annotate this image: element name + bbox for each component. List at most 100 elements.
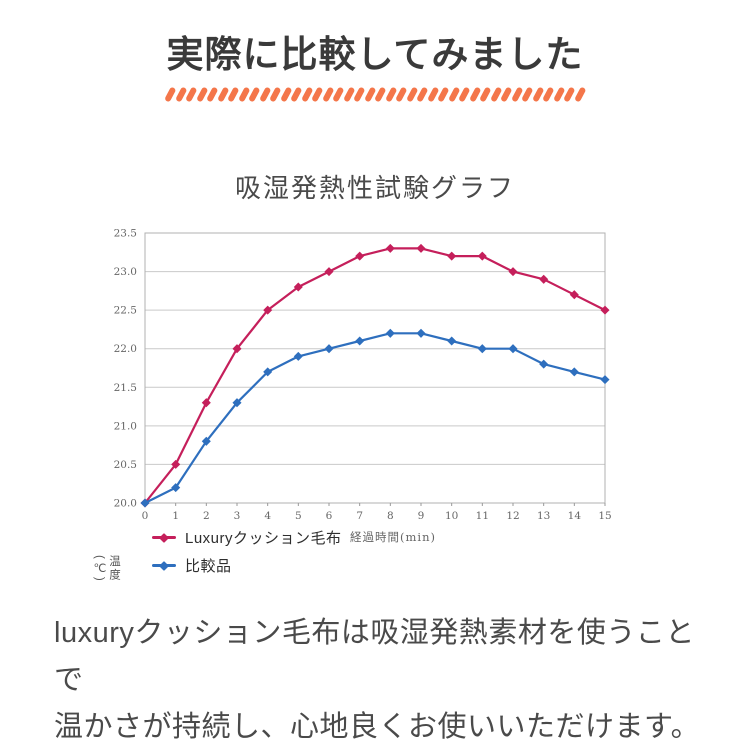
slash-mark	[416, 86, 429, 103]
data-point-marker	[539, 359, 549, 369]
slash-mark	[195, 86, 208, 103]
x-axis-label: 経過時間(min)	[350, 530, 436, 544]
slash-mark	[479, 86, 492, 103]
data-point-marker	[600, 375, 610, 385]
slash-mark	[269, 86, 282, 103]
legend-item: 比較品	[152, 555, 342, 576]
slash-mark	[542, 86, 555, 103]
slash-mark	[374, 86, 387, 103]
data-point-marker	[355, 336, 365, 346]
slash-mark	[279, 86, 292, 103]
data-point-marker	[447, 336, 457, 346]
x-tick-label: 9	[418, 510, 425, 522]
slash-mark	[447, 86, 460, 103]
slash-mark	[384, 86, 397, 103]
data-point-marker	[385, 243, 395, 253]
slash-mark	[311, 86, 324, 103]
x-tick-label: 11	[476, 510, 489, 522]
series-line	[143, 247, 607, 505]
description-text: luxuryクッション毛布は吸湿発熱素材を使うことで 温かさが持続し、心地良くお…	[54, 610, 714, 750]
data-point-marker	[569, 367, 579, 377]
legend-label: 比較品	[185, 558, 232, 575]
line-chart: 20.0 20.5 21.0 21.5 22.0 22.5 23.0 23.5 0 1 2 3 4 5 6 7…	[0, 221, 750, 583]
slash-mark	[437, 86, 450, 103]
x-tick-label: 15	[598, 510, 611, 522]
slash-mark	[500, 86, 513, 103]
slash-mark	[426, 86, 439, 103]
data-point-marker	[324, 267, 334, 277]
slash-mark	[164, 86, 177, 103]
y-tick-label: 23.0	[114, 266, 137, 278]
decorative-slashes-divider	[164, 86, 586, 103]
slash-mark	[468, 86, 481, 103]
data-point-marker	[355, 251, 365, 261]
slash-mark	[174, 86, 187, 103]
chart-legend: Luxuryクッション毛布 比較品	[152, 527, 342, 576]
slash-mark	[395, 86, 408, 103]
section-title: 実際に比較してみました	[166, 34, 584, 75]
x-tick-label: 4	[264, 510, 271, 522]
slash-mark	[185, 86, 198, 103]
y-tick-label: 22.5	[114, 305, 137, 317]
data-point-marker	[232, 344, 242, 354]
data-point-marker	[508, 344, 518, 354]
slash-mark	[531, 86, 544, 103]
data-point-marker	[416, 243, 426, 253]
slash-mark	[563, 86, 576, 103]
data-point-marker	[508, 267, 518, 277]
series-line	[143, 332, 607, 505]
y-tick-label: 21.5	[114, 382, 137, 394]
slash-mark	[248, 86, 261, 103]
slash-mark	[258, 86, 271, 103]
data-point-marker	[385, 328, 395, 338]
x-tick-label: 7	[356, 510, 363, 522]
x-tick-label: 10	[445, 510, 458, 522]
y-tick-label: 21.0	[114, 420, 137, 432]
description-line-1: luxuryクッション毛布は吸湿発熱素材を使うことで	[54, 617, 695, 696]
slash-mark	[227, 86, 240, 103]
x-tick-label: 14	[568, 510, 582, 522]
y-axis-label: 温度(℃)	[93, 555, 120, 583]
slash-mark	[342, 86, 355, 103]
data-point-marker	[293, 351, 303, 361]
slash-mark	[363, 86, 376, 103]
legend-marker	[152, 560, 176, 571]
slash-mark	[510, 86, 523, 103]
chart-title: 吸湿発熱性試験グラフ	[234, 173, 515, 203]
x-tick-label: 13	[537, 510, 550, 522]
y-tick-label: 20.0	[114, 498, 137, 510]
slash-mark	[405, 86, 418, 103]
slash-mark	[573, 86, 586, 103]
slash-mark	[521, 86, 534, 103]
slash-mark	[300, 86, 313, 103]
slash-mark	[489, 86, 502, 103]
plot-frame	[144, 232, 606, 504]
slash-mark	[206, 86, 219, 103]
y-tick-label: 20.5	[114, 459, 137, 471]
x-tick-label: 12	[506, 510, 519, 522]
description-line-2: 温かさが持続し、心地良くお使いいただけます。	[54, 710, 701, 743]
legend-marker	[152, 532, 176, 543]
data-point-marker	[201, 398, 211, 408]
slash-mark	[216, 86, 229, 103]
chart-plot-area: 20.020.521.021.522.022.523.023.50 1 2 3 4 5 6 7…	[114, 228, 612, 523]
x-tick-label: 6	[326, 510, 333, 522]
data-point-marker	[232, 398, 242, 408]
data-point-marker	[201, 436, 211, 446]
slash-mark	[332, 86, 345, 103]
legend-label: Luxuryクッション毛布	[185, 530, 342, 547]
slash-mark	[237, 86, 250, 103]
legend-item: Luxuryクッション毛布	[152, 527, 342, 548]
data-point-marker	[569, 290, 579, 300]
x-tick-label: 5	[295, 510, 302, 522]
slash-mark	[353, 86, 366, 103]
data-point-marker	[600, 305, 610, 315]
slash-mark	[458, 86, 471, 103]
slash-mark	[552, 86, 565, 103]
slash-mark	[290, 86, 303, 103]
data-point-marker	[447, 251, 457, 261]
x-tick-label: 3	[234, 510, 241, 522]
x-tick-label: 0	[142, 510, 149, 522]
data-point-marker	[477, 344, 487, 354]
